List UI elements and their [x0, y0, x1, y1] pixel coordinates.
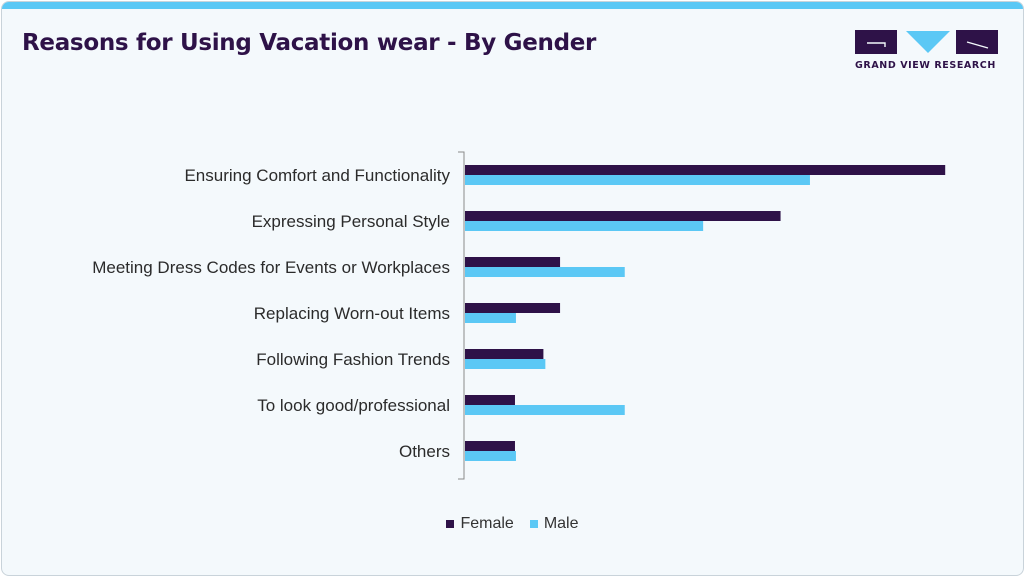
bar-female — [465, 257, 561, 267]
bar-male — [465, 175, 810, 185]
logo-text: GRAND VIEW RESEARCH — [855, 60, 996, 71]
legend-item-male: Male — [529, 515, 579, 533]
bar-male — [465, 359, 546, 369]
bar-female — [465, 395, 515, 405]
bar-female — [465, 211, 781, 221]
bar-female — [465, 303, 561, 313]
bar-chart: Ensuring Comfort and Functionality Expres… — [92, 151, 946, 480]
chart-title: Reasons for Using Vacation wear - By Gen… — [22, 30, 597, 56]
bar-male — [465, 313, 516, 323]
bar-male — [465, 451, 516, 461]
bar-male — [465, 267, 625, 277]
category-label: Others — [399, 442, 450, 461]
legend-label: Female — [460, 515, 514, 532]
category-label: Following Fashion Trends — [256, 350, 450, 369]
y-axis — [458, 151, 465, 480]
category-label: Replacing Worn-out Items — [254, 304, 450, 323]
category-label: To look good/professional — [257, 396, 450, 415]
brand-logo: GRAND VIEW RESEARCH — [855, 30, 1001, 74]
category-label: Ensuring Comfort and Functionality — [184, 166, 450, 185]
gvr-logo-icon — [855, 30, 998, 54]
bar-male — [465, 221, 704, 231]
legend-label: Male — [543, 515, 579, 532]
category-labels: Ensuring Comfort and Functionality Expres… — [92, 166, 450, 461]
bar-male — [465, 405, 625, 415]
legend-swatch — [446, 520, 455, 528]
legend-swatch — [529, 520, 538, 528]
legend: Female Male — [2, 515, 1023, 533]
accent-bar — [2, 2, 1023, 9]
bar-female — [465, 441, 515, 451]
legend-item-female: Female — [446, 515, 514, 533]
category-label: Expressing Personal Style — [252, 212, 450, 231]
bar-female — [465, 349, 544, 359]
category-label: Meeting Dress Codes for Events or Workpl… — [92, 258, 450, 277]
y-axis-line — [458, 151, 465, 480]
bars — [465, 165, 946, 461]
bar-female — [465, 165, 946, 175]
